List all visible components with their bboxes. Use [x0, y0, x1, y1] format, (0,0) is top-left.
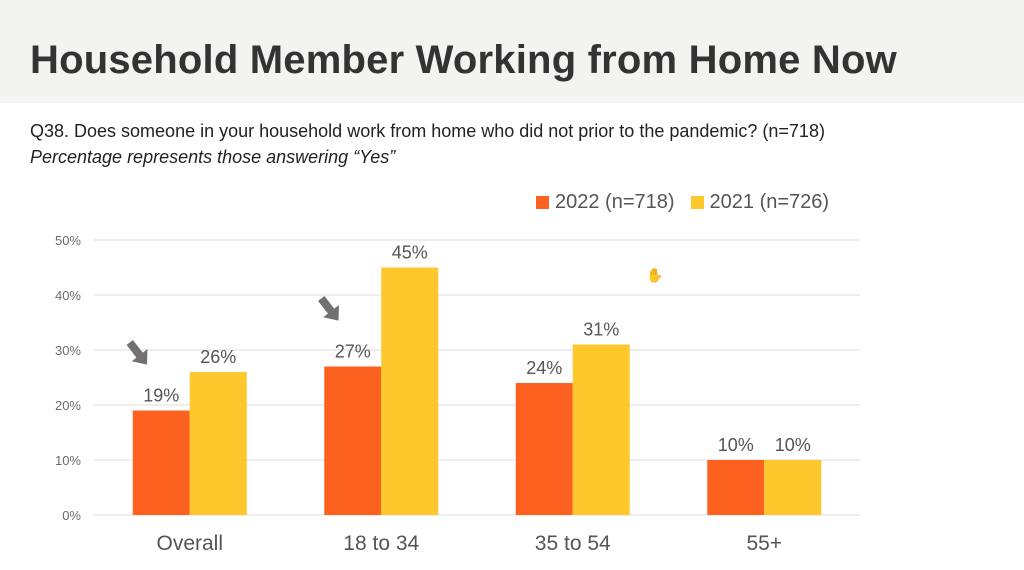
arrow-shape: [318, 296, 339, 321]
legend-item-2022: 2022 (n=718): [536, 191, 675, 214]
legend-label-2021: 2021 (n=726): [709, 191, 830, 213]
bar-2021: [572, 344, 630, 515]
title-band: [0, 0, 1024, 103]
bar-2022: [324, 366, 382, 515]
down-right-arrow-icon: [126, 340, 148, 365]
x-category-label: Overall: [156, 532, 223, 555]
data-label: 10%: [775, 435, 811, 455]
page-title: Household Member Working from Home Now: [30, 38, 897, 82]
legend-label-2022: 2022 (n=718): [555, 191, 675, 213]
bar-2021: [189, 372, 247, 515]
y-tick-label: 0%: [62, 508, 81, 523]
arrow-shape: [126, 340, 148, 365]
y-tick-label: 30%: [55, 343, 81, 358]
bar-2022: [132, 410, 190, 515]
bar-2021: [764, 460, 822, 515]
y-tick-label: 20%: [55, 398, 81, 413]
data-label: 45%: [392, 243, 428, 263]
x-category-label: 55+: [746, 532, 782, 555]
data-label: 26%: [200, 347, 236, 367]
y-tick-label: 10%: [55, 453, 81, 468]
survey-note: Percentage represents those answering “Y…: [30, 147, 396, 167]
bar-2021: [381, 267, 439, 515]
y-tick-label: 40%: [55, 288, 81, 303]
data-label: 19%: [143, 386, 179, 406]
data-label: 10%: [718, 435, 754, 455]
x-category-label: 18 to 34: [343, 532, 419, 555]
legend-item-2021: 2021 (n=726): [690, 191, 830, 214]
hand-cursor-icon: ✋: [646, 267, 664, 283]
bar-2022: [707, 460, 765, 515]
data-label: 31%: [583, 320, 619, 340]
bar-2022: [515, 383, 573, 515]
survey-question: Q38. Does someone in your household work…: [30, 121, 825, 141]
legend-swatch-2022: [536, 196, 549, 209]
y-tick-label: 50%: [55, 233, 81, 248]
chart-legend: 2022 (n=718) 2021 (n=726): [536, 191, 829, 214]
data-label: 27%: [335, 342, 371, 362]
legend-swatch-2021: [690, 196, 704, 209]
x-category-label: 35 to 54: [535, 532, 611, 555]
data-label: 24%: [526, 358, 562, 378]
down-right-arrow-icon: [318, 296, 339, 321]
